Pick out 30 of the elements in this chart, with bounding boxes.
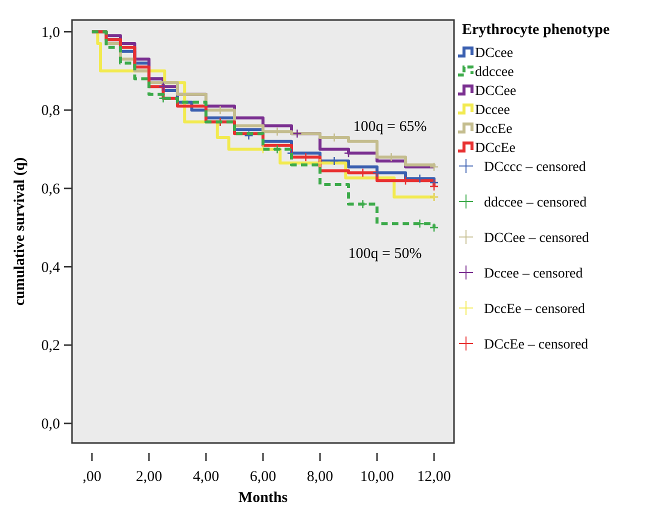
legend-title: Erythrocyte phenotype — [462, 22, 610, 38]
legend-label: Dccee — [475, 103, 510, 118]
y-tick-label: 0,0 — [41, 416, 60, 432]
x-axis-title: Months — [238, 490, 288, 506]
legend-label: DccEe — [475, 122, 512, 137]
annotation: 100q = 50% — [348, 246, 422, 262]
legend-label: DCcEe — [475, 141, 516, 156]
x-tick-label: 8,00 — [306, 469, 334, 485]
legend-label: ddccee – censored — [484, 196, 587, 210]
x-tick-label: 10,00 — [360, 469, 394, 485]
legend-label: DCCee – censored — [484, 231, 589, 246]
x-tick-label: 4,00 — [192, 469, 220, 485]
x-tick-label: 12,00 — [417, 469, 451, 485]
annotation: 100q = 65% — [353, 119, 427, 135]
legend-label: DCCee — [475, 84, 516, 99]
y-tick-label: 1,0 — [41, 24, 60, 41]
y-tick-label: 0,6 — [41, 181, 60, 198]
legend-label: DccEe – censored — [484, 302, 586, 317]
legend-label: DCccc – censored — [484, 160, 586, 175]
legend-label: Dccee – censored — [484, 266, 583, 282]
x-tick-label: 6,00 — [250, 469, 276, 485]
y-tick-label: 0,4 — [41, 260, 60, 276]
y-axis-title: cumulative survival (q) — [12, 157, 28, 306]
x-tick-label: 2,00 — [136, 469, 162, 485]
y-tick-label: 0,2 — [41, 338, 60, 354]
legend-label: DCcEe – censored — [484, 338, 588, 352]
y-tick-label: 0,8 — [41, 103, 60, 120]
legend-label: ddccee — [475, 65, 514, 80]
x-tick-label: ,00 — [82, 469, 102, 485]
legend-label: DCcee — [475, 46, 514, 61]
